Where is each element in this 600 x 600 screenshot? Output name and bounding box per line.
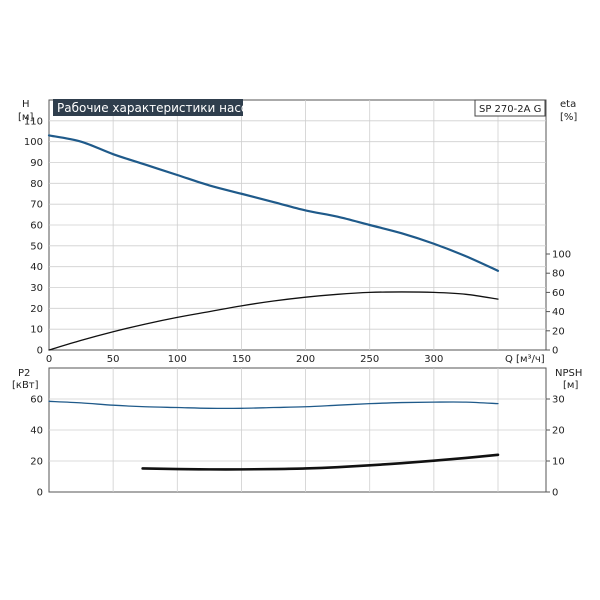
right-tick-label: 0 <box>552 488 558 499</box>
right-tick-label: 10 <box>552 457 565 468</box>
left-tick-label: 60 <box>30 395 43 406</box>
x-tick-label: 300 <box>424 354 443 365</box>
right-tick-label: 80 <box>552 269 565 280</box>
bottom-right-axis-unit: [м] <box>563 380 578 391</box>
bottom-tick-labels: 0 20 40 60 0 10 20 30 <box>30 395 564 499</box>
efficiency-curve <box>48 291 499 351</box>
right-tick-label: 20 <box>552 426 565 437</box>
x-tick-label: 50 <box>107 354 120 365</box>
left-axis-label: H <box>22 99 30 110</box>
x-tick-label: 0 <box>46 354 52 365</box>
bottom-left-axis-unit: [кВт] <box>12 380 39 391</box>
left-tick-label: 80 <box>30 179 43 190</box>
bottom-left-axis-label: P2 <box>18 368 30 379</box>
left-tick-label: 90 <box>30 158 43 169</box>
top-series <box>47 134 500 351</box>
x-tick-label: 100 <box>168 354 187 365</box>
x-tick-label: 200 <box>296 354 315 365</box>
chart-title: Рабочие характеристики насоса <box>57 101 262 115</box>
left-axis-unit: [м] <box>18 112 33 123</box>
left-tick-label: 20 <box>30 304 43 315</box>
x-axis-label: Q [м³/ч] <box>505 354 545 365</box>
bottom-series <box>48 400 500 471</box>
left-tick-label: 60 <box>30 221 43 232</box>
right-tick-label: 20 <box>552 326 565 337</box>
bottom-right-axis-label: NPSH <box>555 368 582 379</box>
right-tick-label: 60 <box>552 288 565 299</box>
left-tick-label: 0 <box>37 346 43 357</box>
title-box <box>53 99 243 116</box>
x-tick-label: 150 <box>232 354 251 365</box>
right-tick-label: 100 <box>552 250 571 261</box>
top-tick-labels: 0 10 20 30 40 50 60 70 80 90 100 110 0 20 40 60 80 100 0 50… <box>24 116 571 365</box>
left-tick-label: 110 <box>24 116 43 127</box>
model-label: SP 270-2A G <box>479 104 541 115</box>
right-axis-label: eta <box>560 99 576 110</box>
left-tick-label: 10 <box>30 325 43 336</box>
right-axis-unit: [%] <box>560 112 577 123</box>
left-tick-label: 40 <box>30 426 43 437</box>
right-tick-label: 0 <box>552 346 558 357</box>
x-tick-label: 250 <box>360 354 379 365</box>
right-tick-label: 30 <box>552 395 565 406</box>
left-tick-label: 30 <box>30 283 43 294</box>
left-tick-label: 20 <box>30 457 43 468</box>
left-tick-label: 70 <box>30 200 43 211</box>
power-curve <box>48 400 499 410</box>
model-box <box>474 99 546 117</box>
bottom-grid <box>49 368 546 492</box>
left-tick-label: 0 <box>37 488 43 499</box>
left-tick-label: 100 <box>24 137 43 148</box>
left-tick-label: 40 <box>30 262 43 273</box>
npsh-curve <box>141 453 500 471</box>
head-curve <box>47 134 500 272</box>
left-tick-label: 50 <box>30 241 43 252</box>
right-tick-label: 40 <box>552 307 565 318</box>
top-grid <box>49 100 546 350</box>
